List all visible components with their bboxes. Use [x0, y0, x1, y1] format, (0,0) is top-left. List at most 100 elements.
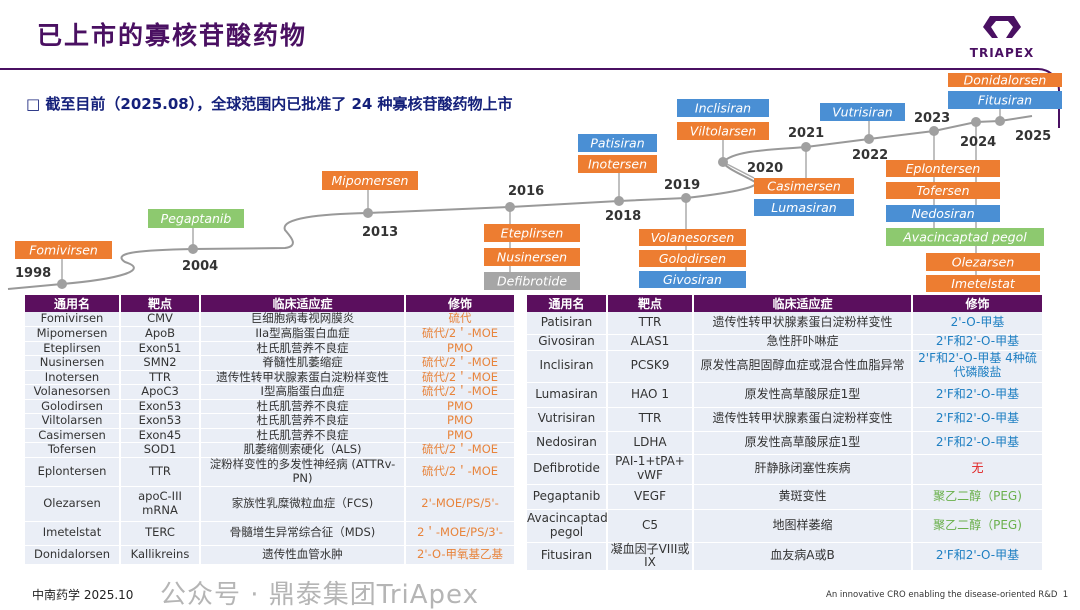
drug-box-label: Lumasiran [771, 200, 837, 215]
drug-box-inotersen [578, 155, 657, 173]
table-row: Donidalorsen Kallikreins 遗传性血管水肿 2'-O-甲氧基乙基 [25, 545, 516, 565]
table-row: Nusinersen SMN2 脊髓性肌萎缩症 硫代/2＇-MOE [25, 355, 516, 371]
timeline-node-2024 [971, 117, 981, 127]
drug-box-label: Mipomersen [332, 173, 409, 188]
column-header: 靶点 [607, 295, 694, 312]
drug-box-label: Imetelstat [951, 276, 1016, 291]
table-row: Viltolarsen Exon53 杜氏肌营养不良症 PMO [25, 413, 516, 429]
indication-cell: 血友病A或B [693, 542, 913, 572]
logo-text: TRIAPEX [969, 46, 1035, 60]
table-row: Givosiran ALAS1 急性肝卟啉症 2'F和2'-O-甲基 [527, 334, 1044, 351]
drug-name-cell: Donidalorsen [25, 545, 121, 565]
modification-cell: 无 [912, 454, 1044, 485]
indication-cell: 肌萎缩侧索硬化（ALS) [200, 442, 406, 458]
timeline-node-1998 [57, 279, 67, 289]
target-cell: 凝血因子VIII或IX [607, 542, 694, 572]
page-title: 已上市的寡核苷酸药物 [37, 21, 308, 50]
column-header: 靶点 [120, 295, 201, 312]
table-header-row: 通用名 靶点 临床适应症 修饰 [527, 295, 1044, 312]
modification-cell: 硫代/2＇-MOE [405, 370, 516, 385]
drug-name-cell: Avacincaptad pegol [527, 509, 608, 543]
target-cell: ALAS1 [607, 334, 694, 351]
modification-cell: PMO [405, 399, 516, 414]
table-row: Fitusiran 凝血因子VIII或IX 血友病A或B 2'F和2'-O-甲基 [527, 542, 1044, 572]
drug-name-cell: Casimersen [25, 428, 121, 443]
column-header: 通用名 [25, 295, 121, 312]
modification-cell: 硫代/2＇-MOE [405, 355, 516, 371]
modification-cell: 聚乙二醇（PEG) [912, 509, 1044, 543]
drug-box-label: Avacincaptad pegol [902, 230, 1027, 245]
timeline-node-2013 [363, 208, 373, 218]
column-header: 通用名 [527, 295, 608, 312]
modification-cell: 硫代/2＇-MOE [405, 442, 516, 458]
target-cell: Exon53 [120, 399, 201, 414]
drug-name-cell: Fitusiran [527, 542, 608, 572]
drug-name-cell: Eplontersen [25, 457, 121, 487]
drug-box-givosiran [639, 271, 746, 288]
table-row: Golodirsen Exon53 杜氏肌营养不良症 PMO [25, 399, 516, 414]
drug-name-cell: Inotersen [25, 370, 121, 385]
drug-name-cell: Patisiran [527, 312, 608, 335]
indication-cell: 原发性高草酸尿症1型 [693, 431, 913, 455]
target-cell: PCSK9 [607, 350, 694, 383]
target-cell: Kallikreins [120, 545, 201, 565]
target-cell: TERC [120, 521, 201, 546]
table-row: Pegaptanib VEGF 黄斑变性 聚乙二醇（PEG) [527, 484, 1044, 510]
modification-cell: 聚乙二醇（PEG) [912, 484, 1044, 510]
modification-cell: 2＇-MOE/PS/3'- [405, 521, 516, 546]
indication-cell: 黄斑变性 [693, 484, 913, 510]
drug-box-label: Fomivirsen [29, 243, 98, 258]
target-cell: TTR [607, 312, 694, 335]
timeline-node-2019 [681, 193, 691, 203]
column-header: 临床适应症 [200, 295, 406, 312]
drug-box-label: Eplontersen [906, 161, 981, 176]
modification-cell: PMO [405, 341, 516, 356]
drug-box-eteplirsen [484, 224, 580, 242]
modification-cell: 2'-MOE/PS/5'- [405, 486, 516, 522]
table-row: Vutrisiran TTR 遗传性转甲状腺素蛋白淀粉样变性 2'F和2'-O-甲基 [527, 407, 1044, 432]
timeline-connector [722, 161, 755, 179]
timeline-year-label: 2004 [182, 259, 218, 274]
drug-box-label: Inotersen [588, 157, 647, 172]
tagline-text: An innovative CRO enabling the disease-o… [826, 590, 1058, 600]
table-row: Fomivirsen CMV 巨细胞病毒视网膜炎 硫代 [25, 312, 516, 327]
modification-cell: 2'-O-甲氧基乙基 [405, 545, 516, 565]
drug-box-patisiran [578, 134, 657, 152]
modification-cell: 硫代/2＇-MOE [405, 384, 516, 400]
drug-box-eplontersen [886, 160, 1000, 177]
indication-cell: 地图样萎缩 [693, 509, 913, 543]
drug-box-label: Viltolarsen [690, 124, 757, 139]
drug-name-cell: Givosiran [527, 334, 608, 351]
drug-name-cell: Olezarsen [25, 486, 121, 522]
drug-box-defibrotide [484, 272, 580, 290]
footer-tagline: An innovative CRO enabling the disease-o… [826, 590, 1068, 600]
modification-cell: 2'F和2'-O-甲基 [912, 382, 1044, 408]
drug-box-label: Givosiran [663, 272, 722, 287]
table-row: Olezarsen apoC-III mRNA 家族性乳糜微粒血症（FCS) 2'-M… [25, 486, 516, 522]
drug-name-cell: Vutrisiran [527, 407, 608, 432]
table-row: Nedosiran LDHA 原发性高草酸尿症1型 2'F和2'-O-甲基 [527, 431, 1044, 455]
table-row: Avacincaptad pegol C5 地图样萎缩 聚乙二醇（PEG) [527, 509, 1044, 543]
drug-box-label: Inclisiran [695, 101, 751, 116]
table-header-row: 通用名 靶点 临床适应症 修饰 [25, 295, 516, 312]
drug-box-label: Eteplirsen [501, 226, 564, 241]
drug-box-tofersen [886, 182, 1000, 199]
drug-name-cell: Lumasiran [527, 382, 608, 408]
triapex-logo-icon [983, 16, 1021, 38]
target-cell: ApoB [120, 326, 201, 342]
drug-name-cell: Volanesorsen [25, 384, 121, 400]
target-cell: SOD1 [120, 442, 201, 458]
left-drug-table: 通用名 靶点 临床适应症 修饰 Fomivirsen CMV 巨细胞病毒视网膜炎 硫代 Mipo… [25, 295, 516, 565]
drug-box-mipomersen [322, 171, 418, 190]
modification-cell: PMO [405, 413, 516, 429]
column-header: 修饰 [912, 295, 1044, 312]
indication-cell: 脊髓性肌萎缩症 [200, 355, 406, 371]
modification-cell: 硫代/2＇-MOE [405, 326, 516, 342]
drug-name-cell: Tofersen [25, 442, 121, 458]
indication-cell: 遗传性转甲状腺素蛋白淀粉样变性 [693, 312, 913, 335]
drug-box-donidalorsen [948, 73, 1062, 87]
indication-cell: 杜氏肌营养不良症 [200, 428, 406, 443]
drug-box-label: Tofersen [916, 183, 969, 198]
target-cell: Exon53 [120, 413, 201, 429]
subtitle: □ 截至目前（2025.08），全球范围内已批准了 24 种寡核苷酸药物上市 [26, 95, 513, 113]
